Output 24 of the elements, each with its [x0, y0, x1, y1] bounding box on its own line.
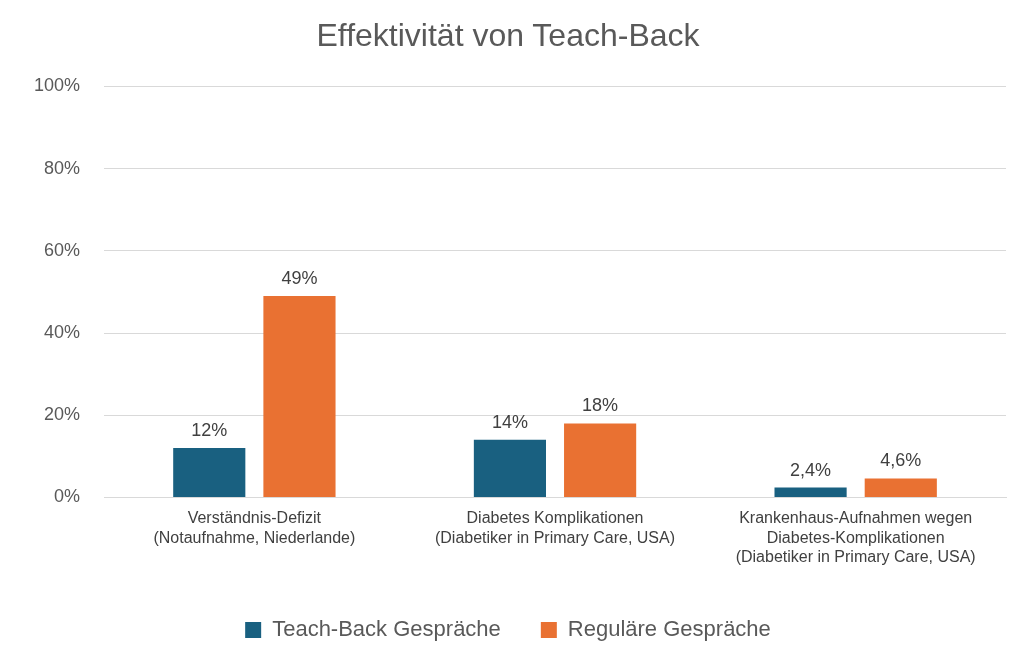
x-tick-label: Krankenhaus-Aufnahmen wegen Diabetes-Komplikationen (Diabetiker in Primary Care, USA) [735, 509, 976, 565]
bar [864, 478, 937, 497]
data-label: 14% [491, 411, 528, 432]
bar [263, 296, 336, 497]
y-tick-label: 40% [44, 321, 81, 342]
y-tick-label: 100% [33, 75, 81, 96]
y-tick-label: 60% [44, 239, 81, 260]
x-tick-label: Verständnis-Defizit (Notaufnahme, Niederlande) [153, 509, 356, 546]
chart-title: Effektivität von Teach-Back [316, 17, 701, 54]
x-tick-label: Diabetes Komplikationen (Diabetiker in Primary Care, USA) [434, 509, 676, 546]
data-label: 18% [582, 395, 619, 416]
data-label: 49% [281, 267, 318, 288]
y-tick-label: 80% [44, 157, 81, 178]
data-label: 4,6% [880, 450, 922, 471]
data-label: 2,4% [790, 459, 832, 480]
y-tick-label: 0% [54, 486, 81, 507]
bar [173, 448, 246, 497]
legend-label: Reguläre Gespräche [567, 616, 771, 642]
bar [564, 423, 637, 497]
bar [473, 439, 546, 497]
legend-label: Teach-Back Gespräche [272, 616, 501, 642]
y-tick-label: 20% [44, 404, 81, 425]
bar [774, 487, 847, 497]
data-label: 12% [191, 420, 228, 441]
